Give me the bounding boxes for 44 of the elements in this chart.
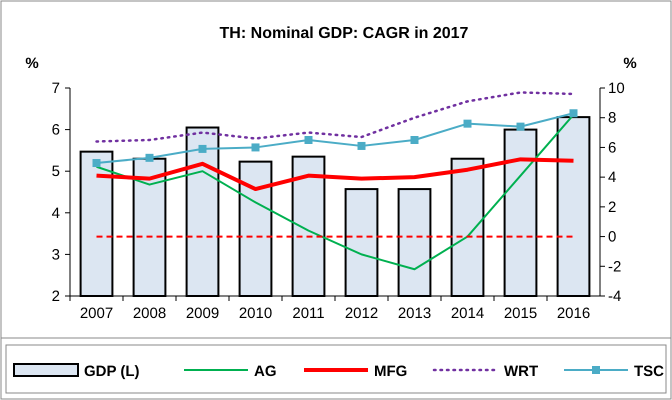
legend-label: TSC xyxy=(634,363,664,380)
x-tick-label: 2012 xyxy=(344,305,378,322)
y2-axis-title: % xyxy=(623,55,637,72)
x-tick-label: 2007 xyxy=(80,305,114,322)
y2-tick-label: 10 xyxy=(608,80,625,97)
line-series xyxy=(95,91,575,143)
x-tick-label: 2010 xyxy=(238,305,272,322)
y-tick-label: 6 xyxy=(52,122,60,139)
chart-title: TH: Nominal GDP: CAGR in 2017 xyxy=(220,25,469,42)
y-axis-title: % xyxy=(25,55,39,72)
y2-tick-label: -2 xyxy=(608,258,622,276)
y-tick-label: 5 xyxy=(52,163,60,180)
y2-tick-label: 6 xyxy=(608,139,616,156)
y2-tick-label: 0 xyxy=(608,228,616,246)
y2-tick-label: 8 xyxy=(608,110,616,127)
point xyxy=(570,109,578,118)
legend-label: MFG xyxy=(374,363,408,380)
legend-label: WRT xyxy=(504,363,538,380)
y2-tick-label: 2 xyxy=(608,198,616,216)
point xyxy=(304,136,312,144)
point xyxy=(252,143,260,152)
point xyxy=(198,144,206,153)
point xyxy=(410,136,418,144)
x-tick-label: 2013 xyxy=(398,305,432,322)
y2-tick-label: 4 xyxy=(608,169,616,186)
point xyxy=(464,120,472,128)
x-tick-label: 2008 xyxy=(132,305,166,322)
y-tick-label: 7 xyxy=(52,80,60,97)
x-tick-label: 2015 xyxy=(504,305,538,322)
y2-tick-label: -4 xyxy=(608,288,622,305)
x-tick-label: 2011 xyxy=(292,305,325,322)
x-tick-label: 2014 xyxy=(450,305,484,322)
point xyxy=(358,142,366,150)
x-tick-label: 2016 xyxy=(556,305,590,322)
y-tick-label: 2 xyxy=(52,288,60,305)
legend-label: AG xyxy=(254,363,276,380)
point xyxy=(92,159,100,168)
y-tick-label: 3 xyxy=(52,246,60,264)
point xyxy=(146,154,154,162)
y-tick-label: 4 xyxy=(52,204,60,222)
x-tick-label: 2009 xyxy=(186,305,220,322)
point xyxy=(516,122,524,131)
line-series xyxy=(94,157,576,192)
legend-label: GDP (L) xyxy=(84,363,140,380)
